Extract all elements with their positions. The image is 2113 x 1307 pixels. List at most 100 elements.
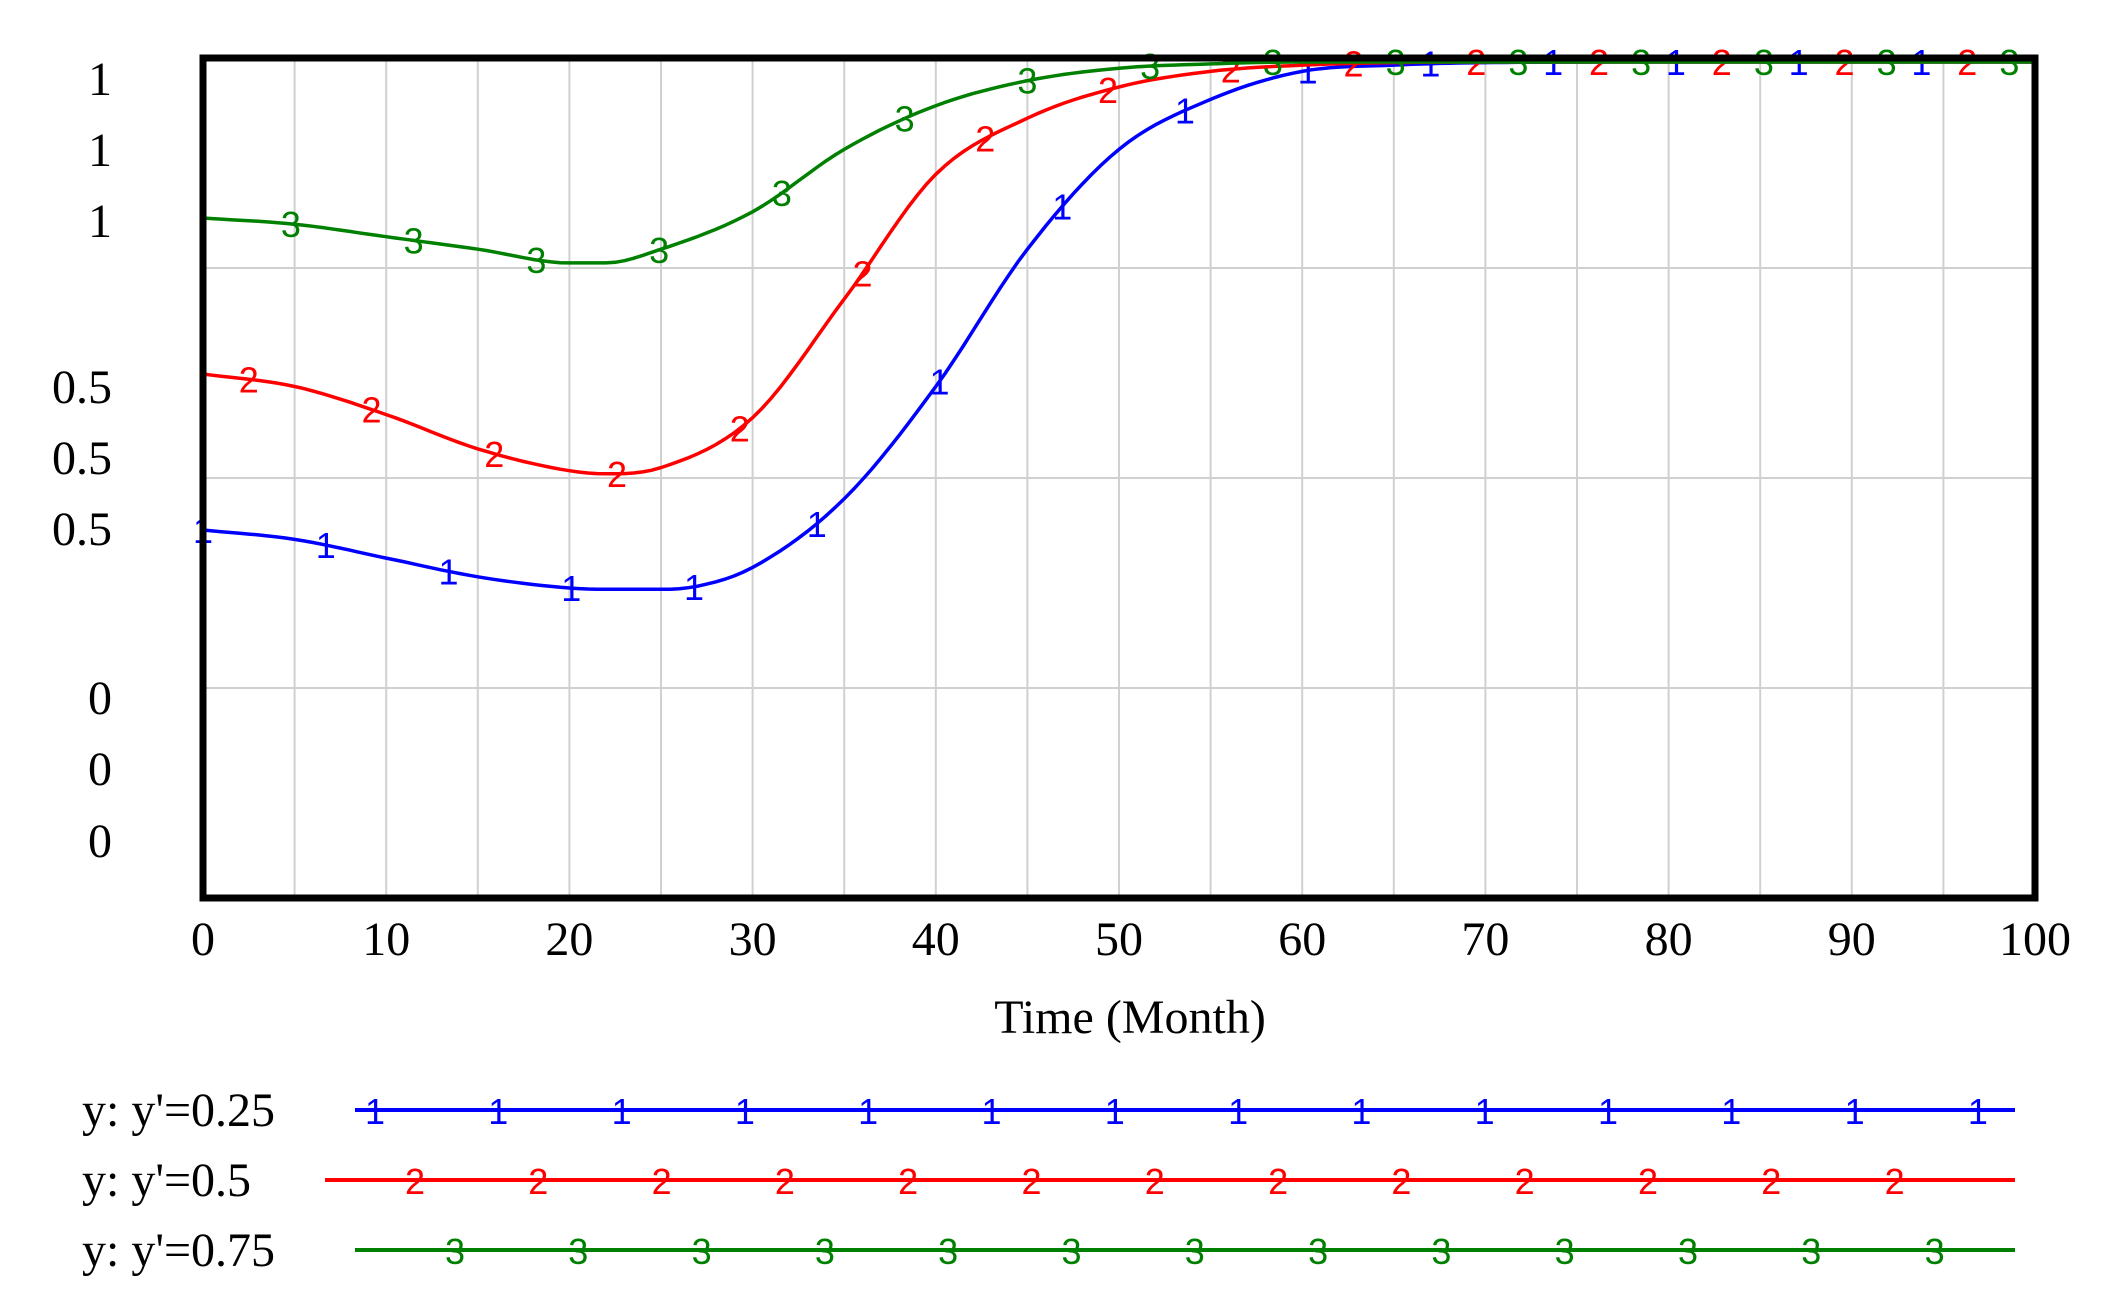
series-marker: 1 — [438, 551, 458, 592]
legend-marker: 2 — [898, 1161, 918, 1202]
x-tick-label: 10 — [362, 913, 410, 966]
legend-marker: 3 — [1555, 1231, 1575, 1272]
legend-item: y: y'=0.75 3 3 3 3 3 3 3 3 3 3 3 3 3 — [82, 1224, 2015, 1277]
series-marker: 1 — [1420, 44, 1440, 85]
legend-marker: 2 — [1638, 1161, 1658, 1202]
series-marker: 3 — [1754, 42, 1774, 83]
grid — [203, 58, 2035, 898]
series-marker: 2 — [362, 390, 382, 431]
series-marker: 2 — [730, 409, 750, 450]
legend-marker: 3 — [1185, 1231, 1205, 1272]
series-marker: 2 — [1343, 43, 1363, 84]
x-tick-label: 60 — [1278, 913, 1326, 966]
x-tick-label: 100 — [1999, 913, 2071, 966]
x-tick-label: 70 — [1461, 913, 1509, 966]
legend-marker: 2 — [1761, 1161, 1781, 1202]
legend-marker: 2 — [1145, 1161, 1165, 1202]
y-tick-label: 1 — [88, 195, 112, 248]
legend-marker: 1 — [365, 1091, 385, 1132]
legend-marker: 3 — [938, 1231, 958, 1272]
y-tick-label: 0.5 — [52, 432, 112, 485]
x-axis-ticks: 0 10 20 30 40 50 60 70 80 90 100 — [191, 913, 2071, 966]
series-marker: 2 — [975, 118, 995, 159]
y-axis-ticks: 1 1 1 0.5 0.5 0.5 0 0 0 — [52, 53, 112, 868]
series-marker: 2 — [1098, 70, 1118, 111]
series-marker: 2 — [239, 359, 259, 400]
series-marker: 1 — [561, 568, 581, 609]
series-marker: 1 — [1052, 186, 1072, 227]
series-marker: 2 — [853, 253, 873, 294]
legend-marker: 2 — [405, 1161, 425, 1202]
y-tick-label: 0.5 — [52, 503, 112, 556]
legend-marker: 1 — [1598, 1091, 1618, 1132]
x-tick-label: 0 — [191, 913, 215, 966]
series-marker: 1 — [807, 504, 827, 545]
legend-marker: 1 — [981, 1091, 1001, 1132]
legend-marker: 1 — [858, 1091, 878, 1132]
legend-item: y: y'=0.5 2 2 2 2 2 2 2 2 2 2 2 2 2 — [82, 1154, 2015, 1207]
legend-marker: 2 — [1391, 1161, 1411, 1202]
y-tick-label: 0 — [88, 672, 112, 725]
y-tick-label: 0 — [88, 815, 112, 868]
legend-marker: 2 — [1515, 1161, 1535, 1202]
legend-label: y: y'=0.5 — [82, 1154, 251, 1207]
legend-marker: 1 — [1968, 1091, 1988, 1132]
legend-marker: 1 — [612, 1091, 632, 1132]
series-marker: 3 — [1999, 42, 2019, 83]
series-marker: 3 — [1508, 42, 1528, 83]
legend-marker: 2 — [652, 1161, 672, 1202]
series-marker: 1 — [929, 361, 949, 402]
series-marker: 3 — [895, 98, 915, 139]
series-marker: 3 — [526, 240, 546, 281]
x-tick-label: 30 — [729, 913, 777, 966]
series-marker: 3 — [1140, 46, 1160, 87]
x-tick-label: 90 — [1828, 913, 1876, 966]
y-tick-label: 1 — [88, 124, 112, 177]
x-axis-label: Time (Month) — [994, 991, 1266, 1044]
legend-marker: 2 — [1885, 1161, 1905, 1202]
legend-marker: 3 — [692, 1231, 712, 1272]
x-tick-label: 40 — [912, 913, 960, 966]
series-marker: 1 — [684, 567, 704, 608]
series-marker: 3 — [772, 173, 792, 214]
legend-marker: 3 — [1431, 1231, 1451, 1272]
series-marker: 3 — [404, 220, 424, 261]
y-tick-label: 0 — [88, 743, 112, 796]
legend-marker: 1 — [1721, 1091, 1741, 1132]
legend-marker: 3 — [445, 1231, 465, 1272]
legend-marker: 2 — [1021, 1161, 1041, 1202]
y-tick-label: 0.5 — [52, 361, 112, 414]
legend-marker: 1 — [488, 1091, 508, 1132]
legend-label: y: y'=0.25 — [82, 1084, 275, 1137]
legend-marker: 2 — [528, 1161, 548, 1202]
series-marker: 3 — [281, 204, 301, 245]
series-marker: 3 — [1263, 42, 1283, 83]
legend-marker: 1 — [1228, 1091, 1248, 1132]
legend-marker: 3 — [1308, 1231, 1328, 1272]
series-marker: 3 — [1631, 42, 1651, 83]
legend-item: y: y'=0.25 1 1 1 1 1 1 1 1 1 1 1 1 1 1 — [82, 1084, 2015, 1137]
series-marker: 1 — [316, 525, 336, 566]
series-marker: 2 — [607, 454, 627, 495]
legend-marker: 1 — [1845, 1091, 1865, 1132]
series-marker: 2 — [484, 434, 504, 475]
legend-marker: 3 — [1925, 1231, 1945, 1272]
legend-marker: 3 — [1801, 1231, 1821, 1272]
legend-marker: 3 — [1678, 1231, 1698, 1272]
legend: y: y'=0.25 1 1 1 1 1 1 1 1 1 1 1 1 1 1 y: y'=0.5 2 2 2 2 2 2 2… — [82, 1084, 2015, 1277]
legend-marker: 1 — [735, 1091, 755, 1132]
x-tick-label: 50 — [1095, 913, 1143, 966]
legend-marker: 1 — [1351, 1091, 1371, 1132]
legend-marker: 3 — [568, 1231, 588, 1272]
legend-label: y: y'=0.75 — [82, 1224, 275, 1277]
y-tick-label: 1 — [88, 53, 112, 106]
series-3: 3 3 3 3 3 3 3 3 3 3 3 3 3 3 3 — [202, 42, 2035, 281]
legend-marker: 2 — [1268, 1161, 1288, 1202]
legend-marker: 3 — [1061, 1231, 1081, 1272]
series-marker: 3 — [1017, 61, 1037, 102]
legend-marker: 3 — [815, 1231, 835, 1272]
legend-marker: 1 — [1475, 1091, 1495, 1132]
x-tick-label: 20 — [545, 913, 593, 966]
